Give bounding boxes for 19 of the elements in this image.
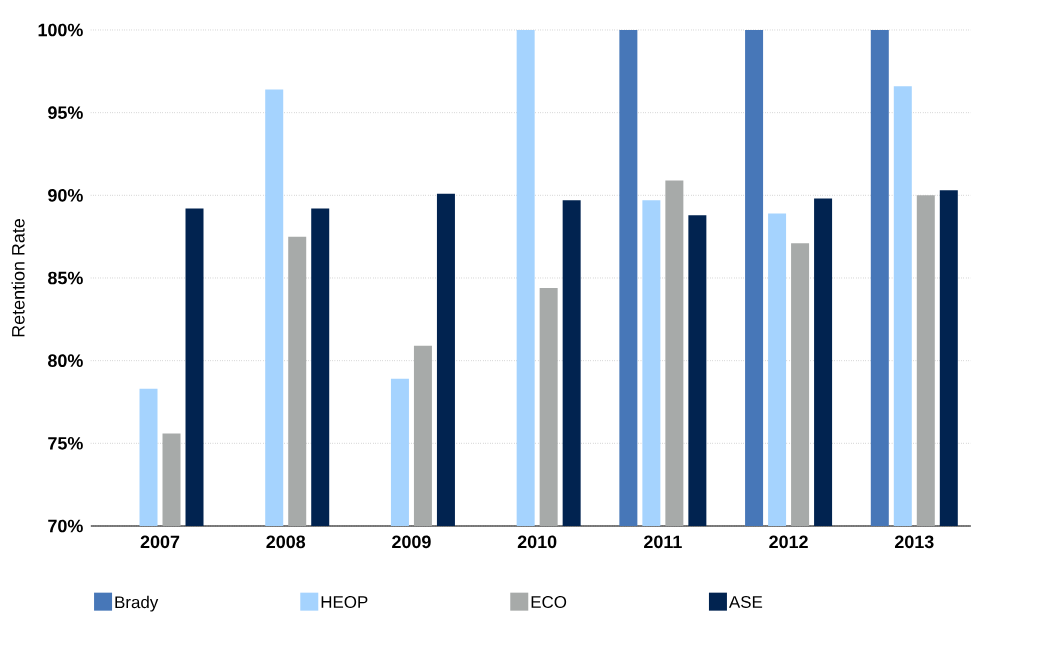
x-tick-label: 2013 (894, 535, 934, 549)
legend-label: Brady (115, 595, 159, 612)
legend-label: ECO (531, 596, 567, 608)
x-tick-label: 2010 (517, 535, 557, 549)
legend-label: ASE (728, 596, 763, 608)
y-tick-label: 85% (48, 271, 83, 285)
y-axis-title: Retention Rate (11, 219, 25, 337)
x-tick-label: 2007 (140, 535, 180, 549)
y-tick-label: 70% (48, 519, 83, 533)
y-tick-label: 100% (38, 23, 83, 37)
x-tick-label: 2012 (769, 535, 808, 549)
x-tick-label: 2009 (392, 535, 431, 549)
x-tick-label: 2011 (644, 535, 682, 549)
y-tick-label: 75% (48, 436, 83, 450)
y-tick-label: 90% (48, 188, 83, 202)
y-tick-label: 80% (48, 354, 83, 367)
legend-label: HEOP (321, 596, 368, 608)
x-tick-label: 2008 (266, 535, 306, 549)
y-tick-label: 95% (48, 106, 83, 119)
